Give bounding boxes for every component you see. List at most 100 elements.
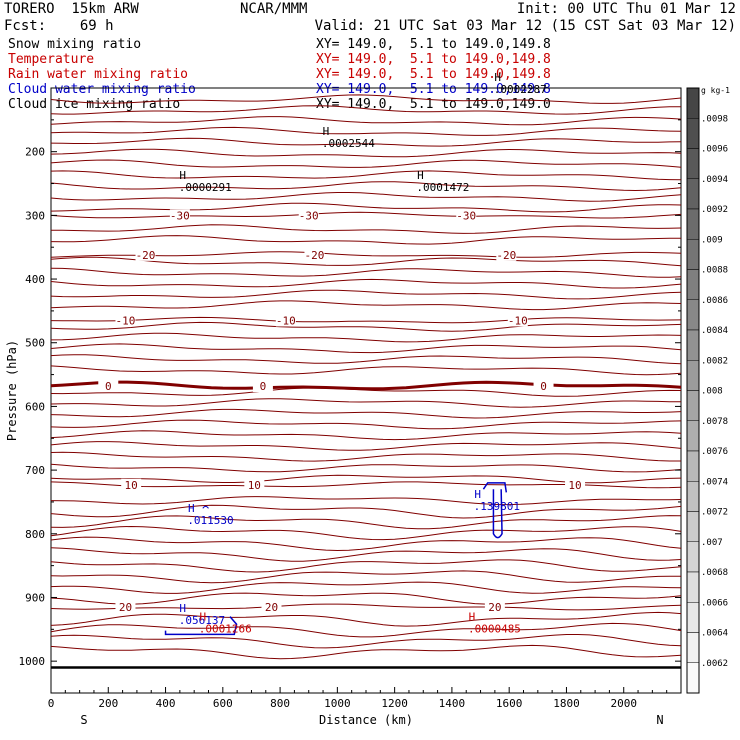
x-tick-label: 2000	[610, 697, 637, 710]
maximum-value: .056137	[179, 614, 225, 627]
temperature-contour	[50, 547, 682, 562]
colorbar-tick-label: .0082	[701, 356, 728, 366]
temperature-contour	[50, 267, 682, 278]
x-tick-label: 1400	[439, 697, 466, 710]
colorbar-tick-label: .0098	[701, 114, 728, 124]
y-tick-label: 900	[25, 591, 45, 604]
maximum-value: .0002287	[494, 83, 547, 96]
temperature-contour	[50, 430, 682, 441]
maximum-marker: H	[323, 125, 330, 138]
temperature-contour	[50, 148, 682, 158]
colorbar-tick-label: .0068	[701, 568, 728, 578]
maximum-marker: H	[494, 71, 501, 84]
cloud-water-contour	[164, 616, 238, 636]
contour-label: -30	[299, 209, 319, 222]
legend-xy: XY= 149.0, 5.1 to 149.0,149.8	[316, 37, 551, 52]
colorbar-swatch	[686, 329, 700, 361]
temperature-contour	[50, 137, 682, 147]
contour-label: 0	[105, 380, 112, 393]
temperature-contour	[50, 644, 682, 660]
cloud-water-contour	[492, 489, 503, 539]
temperature-contour	[50, 192, 682, 202]
temperature-contour	[50, 278, 682, 289]
colorbar-tick-label: .0094	[701, 175, 728, 185]
temperature-contour	[50, 536, 682, 552]
x-tick-label: 600	[213, 697, 233, 710]
temperature-contour	[50, 181, 682, 192]
temperature-contour	[50, 289, 682, 300]
maximum-marker: H	[179, 602, 186, 615]
cloud-water-contour	[482, 482, 508, 493]
y-axis-title: Pressure (hPa)	[5, 340, 19, 441]
temperature-contour	[50, 441, 682, 451]
model-title: TORERO 15km ARW	[4, 1, 139, 17]
colorbar-frame	[686, 87, 700, 694]
colorbar-swatch	[686, 208, 700, 240]
temperature-contour	[50, 300, 682, 311]
north-endpoint: N	[656, 713, 663, 727]
y-tick-label: 1000	[19, 655, 46, 668]
maximum-value: .0001472	[416, 181, 469, 194]
temperature-contour	[50, 343, 682, 354]
legend-xy: XY= 149.0, 5.1 to 149.0,149.8	[316, 67, 551, 82]
colorbar-swatch	[686, 239, 700, 270]
temperature-contour	[50, 559, 682, 573]
temperature-contour	[50, 170, 682, 181]
x-tick-label: 1800	[553, 697, 580, 710]
org-label: NCAR/MMM	[240, 1, 308, 17]
colorbar-swatch	[686, 571, 700, 603]
colorbar-tick-label: .007	[701, 538, 723, 548]
contour-label: -10	[116, 314, 136, 327]
contour-label: -20	[496, 249, 516, 262]
maximum-marker: H	[474, 488, 481, 501]
temperature-contour	[50, 398, 682, 408]
contour-label: -20	[305, 249, 325, 262]
contour-label: 20	[488, 601, 501, 614]
colorbar-tick-label: .0076	[701, 447, 728, 457]
colorbar-tick-label: .0086	[701, 296, 728, 306]
y-tick-label: 200	[25, 146, 45, 159]
colorbar-tick-label: .0092	[701, 205, 728, 215]
maximum-value: .0001266	[199, 623, 252, 636]
temperature-contour	[50, 94, 682, 104]
forecast-hour: Fcst: 69 h	[4, 18, 114, 34]
colorbar-swatch	[686, 299, 700, 331]
colorbar-swatch	[686, 662, 700, 694]
temperature-contour	[50, 354, 682, 365]
temperature-contour--10	[50, 316, 682, 324]
colorbar-swatch	[686, 632, 700, 663]
colorbar-swatch	[686, 511, 700, 542]
maximum-marker: H	[417, 169, 424, 182]
temperature-contour	[50, 515, 682, 530]
x-axis-title: Distance (km)	[319, 713, 413, 727]
contour-label: -10	[276, 314, 296, 327]
x-tick-label: 1600	[496, 697, 523, 710]
colorbar-swatch	[686, 541, 700, 573]
maximum-marker: H	[199, 611, 206, 624]
maximum-value: .0000485	[468, 623, 521, 636]
x-tick-label: 800	[270, 697, 290, 710]
legend-label: Temperature	[8, 52, 95, 67]
contour-label: 10	[568, 479, 581, 492]
colorbar-tick-label: .0074	[701, 477, 728, 487]
temperature-contour	[50, 581, 682, 594]
legend-label: Rain water mixing ratio	[8, 67, 189, 82]
legend-label: Snow mixing ratio	[8, 37, 142, 52]
contour-label: 0	[260, 380, 267, 393]
colorbar-swatch	[686, 450, 700, 482]
colorbar-tick-label: .0062	[701, 659, 728, 669]
temperature-contour	[50, 159, 682, 168]
colorbar-tick-label: .0064	[701, 629, 728, 639]
y-tick-label: 700	[25, 464, 45, 477]
maximum-marker: H	[469, 611, 476, 624]
legend-label: Cloud water mixing ratio	[8, 82, 196, 97]
colorbar-swatch	[686, 390, 700, 421]
temperature-contour	[50, 474, 682, 484]
y-tick-label: 500	[25, 337, 45, 350]
colorbar-unit: g kg-1	[701, 86, 730, 95]
y-tick-label: 400	[25, 273, 45, 286]
temperature-contour	[50, 496, 682, 506]
colorbar-swatch	[686, 178, 700, 210]
temperature-contour	[50, 570, 682, 584]
